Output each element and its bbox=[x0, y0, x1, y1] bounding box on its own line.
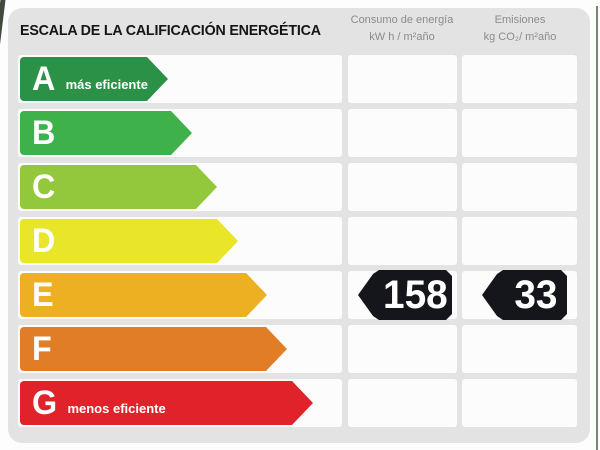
row-g-emisiones-cell bbox=[462, 379, 577, 427]
rating-letter-c: C bbox=[32, 168, 56, 206]
rating-arrow-f: F bbox=[20, 327, 287, 371]
rating-letter-d: D bbox=[32, 222, 56, 260]
rating-letter-f: F bbox=[32, 330, 52, 368]
row-d-band: D bbox=[18, 217, 342, 265]
rating-row-g: G menos eficiente bbox=[0, 379, 600, 427]
rating-letter-b: B bbox=[32, 114, 56, 152]
rating-arrow-b: B bbox=[20, 111, 192, 155]
row-d-emisiones-cell bbox=[462, 217, 577, 265]
rating-arrow-e: E bbox=[20, 273, 267, 317]
row-f-band: F bbox=[18, 325, 342, 373]
row-c-band: C bbox=[18, 163, 342, 211]
row-f-emisiones-cell bbox=[462, 325, 577, 373]
rating-arrow-d: D bbox=[20, 219, 238, 263]
row-c-emisiones-cell bbox=[462, 163, 577, 211]
consumo-value-badge: 158 bbox=[358, 270, 452, 320]
emisiones-value: 33 bbox=[513, 273, 557, 317]
row-b-consumo-cell bbox=[348, 109, 457, 157]
consumo-header-line1: Consumo de energía bbox=[350, 14, 454, 26]
row-e-consumo-cell: 158 bbox=[348, 271, 457, 319]
row-b-emisiones-cell bbox=[462, 109, 577, 157]
row-d-consumo-cell bbox=[348, 217, 457, 265]
consumo-header-units: kW h / m²año bbox=[369, 31, 435, 44]
photo-edge-right bbox=[596, 6, 598, 450]
rating-grid: A más eficiente B C bbox=[0, 55, 600, 433]
rating-letter-g: G bbox=[32, 384, 58, 422]
row-c-consumo-cell bbox=[348, 163, 457, 211]
row-a-emisiones-cell bbox=[462, 55, 577, 103]
column-header-consumo: Consumo de energía kW h / m²año bbox=[340, 12, 464, 46]
rating-row-d: D bbox=[0, 217, 600, 265]
photo-edge-top-left bbox=[0, 0, 7, 47]
column-header-emisiones: Emisiones kg CO₂/ m²año bbox=[458, 12, 582, 46]
row-b-band: B bbox=[18, 109, 342, 157]
emisiones-header-line1: Emisiones bbox=[494, 14, 546, 26]
rating-note-a: más eficiente bbox=[65, 77, 148, 92]
row-f-consumo-cell bbox=[348, 325, 457, 373]
row-e-emisiones-cell: 33 bbox=[462, 271, 577, 319]
rating-row-f: F bbox=[0, 325, 600, 373]
rating-arrow-c: C bbox=[20, 165, 217, 209]
row-g-consumo-cell bbox=[348, 379, 457, 427]
row-e-band: E bbox=[18, 271, 342, 319]
page-title: ESCALA DE LA CALIFICACIÓN ENERGÉTICA bbox=[20, 22, 321, 39]
rating-row-a: A más eficiente bbox=[0, 55, 600, 103]
rating-letter-a: A bbox=[32, 60, 56, 98]
emisiones-value-badge: 33 bbox=[482, 270, 567, 320]
consumo-value: 158 bbox=[383, 273, 448, 317]
rating-letter-e: E bbox=[32, 276, 54, 314]
rating-arrow-g: G menos eficiente bbox=[20, 381, 313, 425]
rating-note-g: menos eficiente bbox=[67, 401, 166, 416]
rating-row-b: B bbox=[0, 109, 600, 157]
row-a-consumo-cell bbox=[348, 55, 457, 103]
row-a-band: A más eficiente bbox=[18, 55, 342, 103]
rating-row-c: C bbox=[0, 163, 600, 211]
row-g-band: G menos eficiente bbox=[18, 379, 342, 427]
emisiones-header-units: kg CO₂/ m²año bbox=[483, 31, 557, 44]
rating-row-e: E 158 33 bbox=[0, 271, 600, 319]
rating-arrow-a: A más eficiente bbox=[20, 57, 168, 101]
